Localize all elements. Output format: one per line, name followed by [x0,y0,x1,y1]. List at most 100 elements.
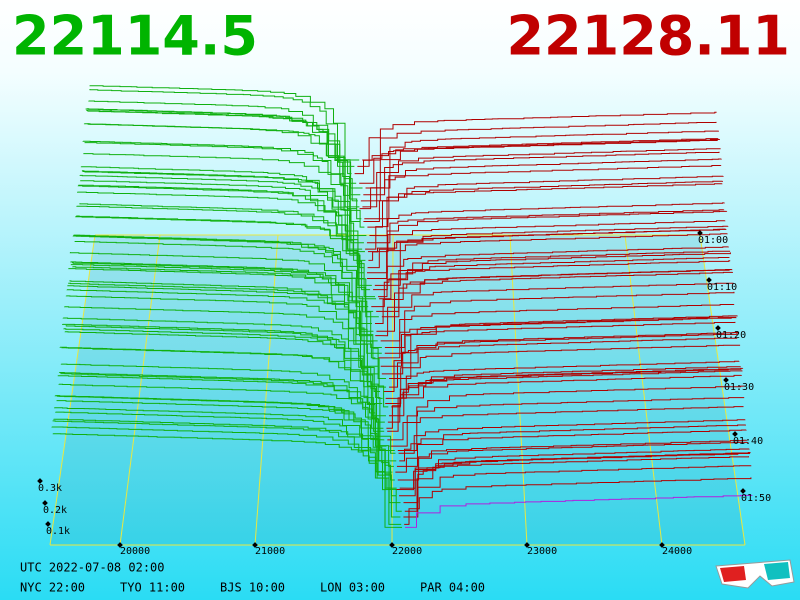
ask-depth-line [367,180,723,228]
ask-depth-line [387,367,744,432]
time-label: 01:40 [733,436,763,447]
axis-labels: 20000 21000 22000 23000 24000 0.3k 0.2k 0.1k 01:… [37,230,771,557]
utc-time: UTC 2022-07-08 02:00 [20,561,165,575]
ask-depth-line [389,333,738,388]
axis-marker [659,542,665,548]
floor-grid-line [624,234,663,546]
ask-depth-line [385,344,741,405]
floor-grid-line [119,234,161,546]
bid-depth-line [51,426,403,528]
ask-depth-line [384,321,736,354]
axis-marker [697,230,703,236]
time-label: 01:30 [724,382,754,393]
volume-label: 0.2k [43,505,67,516]
ask-depth-line [399,448,750,497]
ask-depth-line [359,138,719,184]
bid-depth-line [54,407,401,504]
ask-depth-line [367,233,728,280]
bid-depth-line [89,89,355,167]
ask-depth-line [363,151,720,196]
ask-depth-line [395,456,749,491]
bid-depth-line [59,346,395,452]
ask-depth-line [359,165,722,210]
bid-depth-line [62,323,384,429]
bid-depth-line [59,372,396,454]
ask-depth-line [366,210,728,274]
depth-lines [51,85,753,528]
floor-grid-line [391,234,394,546]
bid-depth-line [69,252,382,354]
bid-depth-line [75,216,377,300]
zone-time: LON 03:00 [320,581,385,595]
bid-depth-line [65,295,381,393]
bid-depth-line [74,241,369,308]
bid-depth-line [89,85,360,161]
bid-depth-line [68,268,378,367]
ask-depth-line [365,130,719,189]
ask-depth-line [367,228,727,269]
ask-depth-line [404,477,752,525]
ask-depth-line [386,370,743,429]
ask-depth-line [383,332,739,393]
ask-depth-line [385,360,740,399]
ask-depth-line [354,140,718,175]
ask-depth-line [374,269,733,325]
bid-depth-line [80,180,365,253]
bid-depth-line [58,383,397,462]
bid-depth-line [64,306,389,408]
bid-depth-line [83,153,361,223]
bid-depth-line [75,215,376,298]
zone-time: NYC 22:00 [20,581,85,595]
bid-depth-line [70,264,378,342]
bid-depth-line [79,174,366,261]
bid-depth-line [57,375,394,467]
ask-depth-line [365,202,725,250]
axis-marker [252,542,258,548]
bid-depth-line [83,123,362,220]
bid-depth-line [67,285,387,380]
bid-depth-line [52,420,402,525]
bid-depth-line [78,184,364,274]
bid-depth-line [77,191,372,286]
ask-depth-line [387,374,742,423]
time-label: 01:50 [741,493,771,504]
axis-marker [723,377,729,383]
zone-time: BJS 10:00 [220,581,285,595]
ask-depth-line [405,494,753,528]
ask-depth-line [363,183,723,223]
ask-depth-line [374,225,729,286]
ask-depth-line [362,121,717,161]
ask-depth-line [376,271,733,332]
ask-depth-line [379,250,731,300]
floor-grid-line [509,234,528,546]
price-label: 23000 [527,546,557,557]
price-label: 22000 [392,546,422,557]
bid-depth-line [77,185,365,280]
axis-marker [740,488,746,494]
zone-time: PAR 04:00 [420,581,485,595]
ask-depth-line [375,282,734,337]
ask-depth-line [398,419,746,454]
ask-depth-line [389,315,738,380]
bid-price: 22114.5 [12,5,258,68]
bid-depth-line [81,170,364,244]
axis-marker [389,542,395,548]
price-label: 24000 [662,546,692,557]
bid-depth-line [68,282,379,375]
bid-depth-line [85,108,360,208]
ask-depth-line [378,257,730,298]
time-label: 01:00 [698,235,728,246]
ask-depth-line [384,291,735,349]
volume-label: 0.1k [46,526,70,537]
ask-price: 22128.11 [506,5,790,68]
ask-depth-line [369,175,724,237]
ask-depth-line [362,148,721,208]
axis-marker [732,431,738,437]
ask-depth-line [367,220,726,253]
price-label: 20000 [120,546,150,557]
ask-depth-line [396,429,747,467]
price-label: 21000 [255,546,285,557]
axis-marker [45,521,51,527]
bid-depth-line [66,289,387,388]
